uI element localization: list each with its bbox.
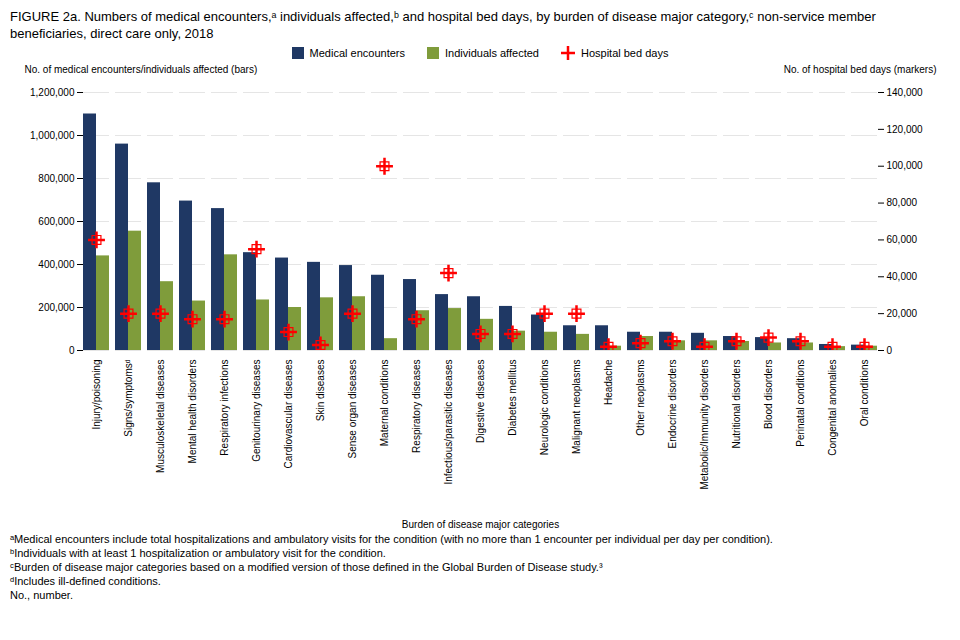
svg-text:Signs/symptomsᵈ: Signs/symptomsᵈ [123, 359, 134, 436]
svg-text:0: 0 [887, 345, 893, 356]
svg-text:100,000: 100,000 [887, 160, 924, 171]
svg-text:Oral conditions: Oral conditions [859, 360, 870, 427]
svg-text:Respiratory infections: Respiratory infections [219, 360, 230, 456]
svg-text:Respiratory diseases: Respiratory diseases [411, 360, 422, 453]
svg-text:Nutritional disorders: Nutritional disorders [731, 360, 742, 449]
svg-text:Burden of disease major catego: Burden of disease major categories [402, 519, 559, 530]
svg-text:200,000: 200,000 [38, 302, 75, 313]
svg-text:800,000: 800,000 [38, 173, 75, 184]
svg-text:Metabolic/Immunity disorders: Metabolic/Immunity disorders [699, 360, 710, 490]
svg-text:No. of hospital bed days (mark: No. of hospital bed days (markers) [784, 64, 937, 75]
svg-text:No. of medical encounters/indi: No. of medical encounters/individuals af… [25, 64, 258, 75]
svg-text:Headache: Headache [603, 359, 614, 405]
svg-text:0: 0 [69, 345, 75, 356]
svg-text:140,000: 140,000 [887, 87, 924, 98]
svg-text:Perinatal conditions: Perinatal conditions [795, 360, 806, 447]
svg-text:Mental health disorders: Mental health disorders [187, 360, 198, 464]
html-text:No., number.: No., number. [10, 589, 73, 601]
svg-text:Neurologic conditions: Neurologic conditions [539, 360, 550, 456]
html-text:Individuals affected: Individuals affected [445, 47, 539, 59]
svg-text:1,000,000: 1,000,000 [30, 130, 75, 141]
html-text:Hospital bed days: Hospital bed days [581, 47, 669, 59]
svg-text:Injury/poisoning: Injury/poisoning [91, 360, 102, 430]
svg-text:Skin diseases: Skin diseases [315, 360, 326, 422]
svg-text:Congenital anomalies: Congenital anomalies [827, 360, 838, 456]
html-text:FIGURE 2a. Numbers of medical: FIGURE 2a. Numbers of medical encounters… [10, 9, 876, 41]
html-text:ᵇIndividuals with at least 1 h: ᵇIndividuals with at least 1 hospitaliza… [10, 547, 386, 559]
svg-text:Endocrine disorders: Endocrine disorders [667, 360, 678, 449]
html-text:Medical encounters: Medical encounters [309, 47, 405, 59]
svg-text:Sense organ diseases: Sense organ diseases [347, 360, 358, 459]
svg-text:Infectious/parasitic diseases: Infectious/parasitic diseases [443, 360, 454, 485]
svg-text:400,000: 400,000 [38, 259, 75, 270]
svg-text:Other neoplasms: Other neoplasms [635, 360, 646, 436]
html-text:ᵈIncludes ill-defined conditio: ᵈIncludes ill-defined conditions. [10, 575, 161, 587]
svg-text:Blood disorders: Blood disorders [763, 360, 774, 429]
svg-text:Musculoskeletal diseases: Musculoskeletal diseases [155, 360, 166, 473]
svg-text:80,000: 80,000 [887, 197, 918, 208]
html-text:ᵃMedical encounters include to: ᵃMedical encounters include total hospit… [10, 533, 773, 545]
svg-text:Cardiovascular diseases: Cardiovascular diseases [283, 360, 294, 469]
svg-text:Diabetes mellitus: Diabetes mellitus [507, 360, 518, 436]
html-text:ᶜBurden of disease major categ: ᶜBurden of disease major categories base… [10, 561, 603, 573]
svg-text:600,000: 600,000 [38, 216, 75, 227]
svg-text:Malignant neoplasms: Malignant neoplasms [571, 360, 582, 455]
svg-text:1,200,000: 1,200,000 [30, 87, 75, 98]
svg-text:Genitourinary diseases: Genitourinary diseases [251, 360, 262, 462]
svg-text:Digestive diseases: Digestive diseases [475, 360, 486, 443]
svg-text:40,000: 40,000 [887, 271, 918, 282]
svg-text:120,000: 120,000 [887, 124, 924, 135]
svg-text:20,000: 20,000 [887, 308, 918, 319]
svg-text:60,000: 60,000 [887, 234, 918, 245]
svg-text:Maternal conditions: Maternal conditions [379, 360, 390, 447]
